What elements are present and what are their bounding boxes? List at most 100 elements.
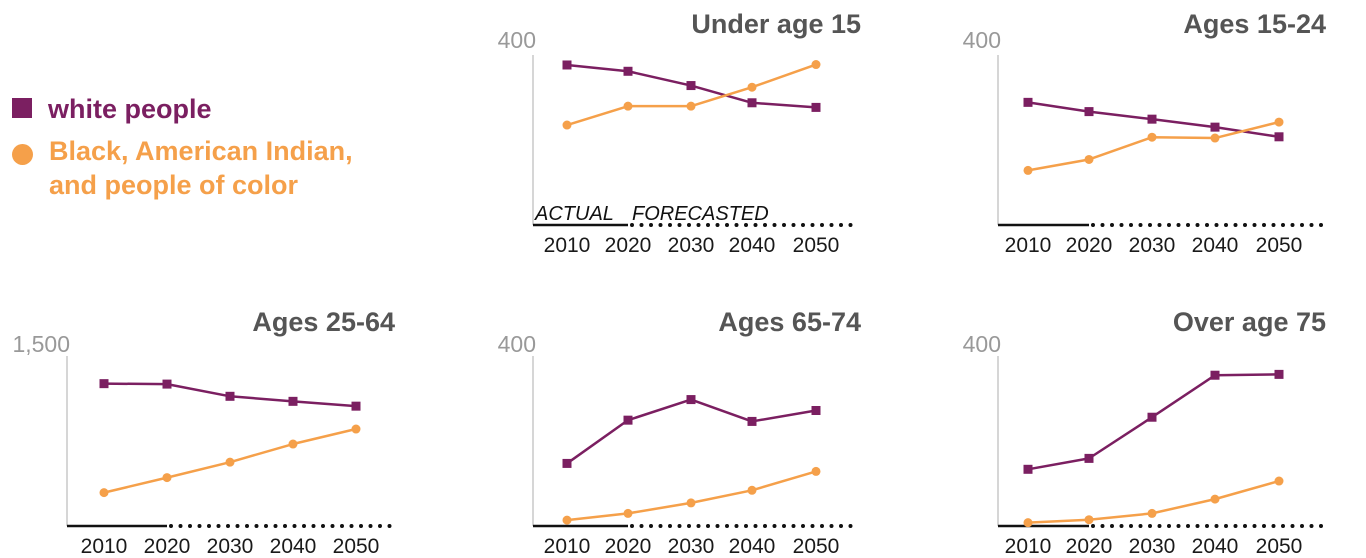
chart-panel: Under age 15 400 ACTUAL FORECASTED 2010 2020 2… [498,9,861,257]
data-point-square [747,98,757,108]
x-tick-label: 2010 [544,535,591,558]
data-point-circle [562,120,572,130]
data-point-circle [1023,518,1033,528]
data-point-circle [1084,515,1094,525]
data-point-square [747,416,757,426]
data-point-circle [99,488,109,498]
data-point-square [1274,369,1284,379]
data-point-square [1084,453,1094,463]
data-point-square [1023,464,1033,474]
x-tick-label: 2030 [207,535,254,558]
y-axis-max-label: 400 [963,27,1001,53]
x-tick-label: 2050 [1256,535,1303,558]
chart-panel: Ages 15-24 400 2010 2020 2030 2040 2050 [963,9,1326,257]
x-tick-label: 2010 [81,535,128,558]
panel-title: Ages 25-64 [252,307,395,337]
data-point-square [225,391,235,401]
legend-label: white people [48,94,212,124]
legend-item-people-of-color: Black, American Indian, and people of co… [12,134,412,202]
chart-panel: Ages 65-74 400 2010 2020 2030 2040 2050 [498,307,861,558]
data-point-square [1274,132,1284,142]
data-point-circle [1147,132,1157,142]
legend-item-white-people: white people [12,92,412,126]
x-tick-label: 2040 [729,234,776,257]
y-axis-max-label: 1,500 [12,331,70,357]
x-tick-label: 2030 [668,535,715,558]
y-axis-max-label: 400 [498,331,536,357]
data-point-square [686,395,696,405]
x-tick-label: 2020 [605,535,652,558]
data-point-square [351,401,361,411]
data-point-square [811,102,821,112]
data-point-circle [686,101,696,111]
data-point-square [623,66,633,76]
x-tick-label: 2010 [1005,234,1052,257]
x-tick-label: 2030 [668,234,715,257]
x-tick-label: 2050 [333,535,380,558]
data-point-circle [288,439,298,449]
data-point-circle [351,424,361,434]
x-tick-label: 2010 [544,234,591,257]
x-tick-label: 2010 [1005,535,1052,558]
legend-square-marker-icon [12,98,32,118]
data-point-square [1147,412,1157,422]
data-point-square [562,458,572,468]
panel-title: Ages 65-74 [718,307,861,337]
data-point-circle [562,515,572,525]
x-tick-label: 2040 [729,535,776,558]
data-point-circle [162,473,172,483]
chart-panel: Ages 25-64 1,500 2010 2020 2030 2040 2050 [12,307,395,558]
data-point-circle [623,101,633,111]
x-tick-label: 2020 [1066,234,1113,257]
data-point-square [162,379,172,389]
data-point-square [1210,370,1220,380]
data-point-circle [1274,476,1284,486]
y-axis-max-label: 400 [963,331,1001,357]
legend-label: Black, American Indian, and people of co… [49,136,353,200]
data-point-square [1147,114,1157,124]
x-tick-label: 2040 [270,535,317,558]
data-point-circle [747,485,757,495]
data-point-square [623,415,633,425]
data-point-square [1023,97,1033,107]
data-point-circle [811,466,821,476]
data-point-circle [747,82,757,92]
data-point-circle [1210,494,1220,504]
data-point-square [288,396,298,406]
x-tick-label: 2050 [793,535,840,558]
period-label-forecasted: FORECASTED [632,203,769,225]
x-tick-label: 2020 [605,234,652,257]
data-point-circle [1023,165,1033,175]
data-point-circle [1210,133,1220,143]
panel-title: Over age 75 [1173,307,1326,337]
period-label-actual: ACTUAL [534,203,614,225]
series-line-people-of-color [566,470,817,522]
data-point-circle [1147,508,1157,518]
data-point-square [99,379,109,389]
data-point-square [1084,107,1094,117]
chart-panel: Over age 75 400 2010 2020 2030 2040 2050 [963,307,1326,558]
series-line-white-people [1027,373,1280,471]
data-point-circle [1274,117,1284,127]
legend-circle-marker-icon [12,144,33,165]
x-tick-label: 2030 [1129,234,1176,257]
data-point-circle [811,60,821,70]
series-line-white-people [566,398,817,465]
data-point-circle [225,457,235,467]
data-point-circle [623,508,633,518]
y-axis-max-label: 400 [498,27,536,53]
legend: white people Black, American Indian, and… [12,92,412,210]
x-tick-label: 2040 [1192,234,1239,257]
series-line-people-of-color [566,63,817,127]
series-line-people-of-color [1027,120,1280,172]
panel-title: Ages 15-24 [1183,9,1326,39]
data-point-square [811,406,821,415]
x-tick-label: 2050 [793,234,840,257]
data-point-square [686,81,696,91]
data-point-circle [686,498,696,508]
data-point-square [562,60,572,70]
data-point-circle [1084,154,1094,164]
x-tick-label: 2020 [144,535,191,558]
x-tick-label: 2020 [1066,535,1113,558]
